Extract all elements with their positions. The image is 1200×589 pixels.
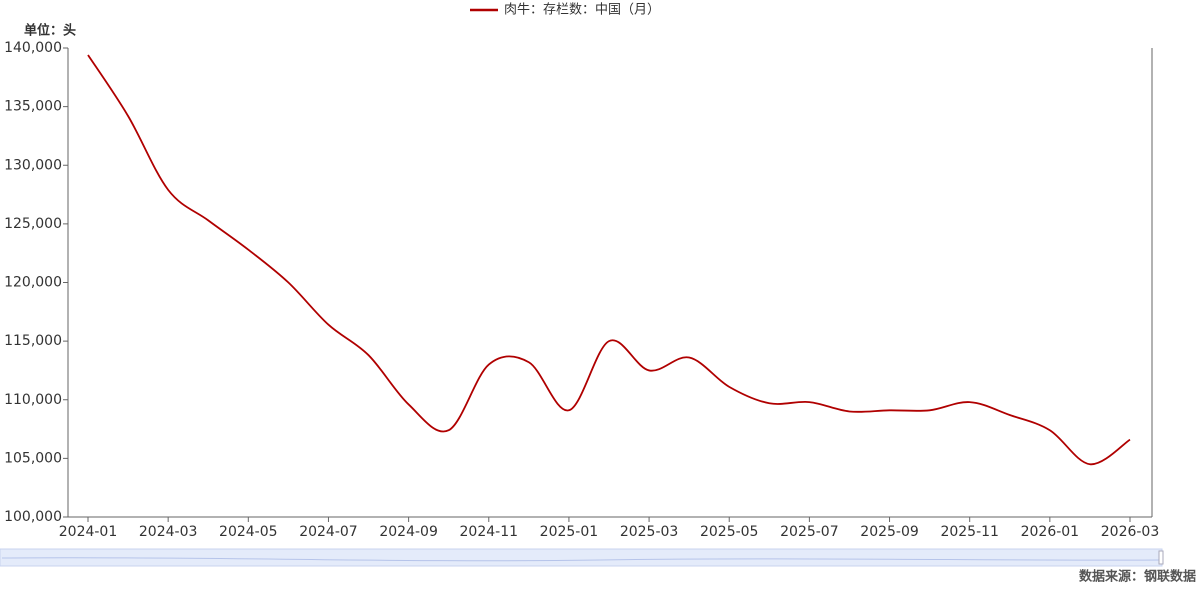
- x-tick-label: 2024-11: [460, 524, 519, 540]
- x-tick-label: 2026-03: [1101, 524, 1160, 540]
- y-tick-label: 130,000: [4, 157, 62, 173]
- zoom-handle[interactable]: [1158, 550, 1164, 565]
- zoom-slider[interactable]: [0, 548, 1163, 567]
- series-line: [87, 54, 1131, 466]
- unit-label: 单位：头: [24, 23, 76, 39]
- x-tick-label: 2025-01: [540, 524, 599, 540]
- y-tick-label: 125,000: [4, 216, 62, 232]
- x-tick-label: 2024-01: [59, 524, 118, 540]
- y-tick-label: 140,000: [4, 40, 62, 56]
- x-tick-label: 2025-03: [620, 524, 679, 540]
- y-tick-label: 100,000: [4, 509, 62, 525]
- y-tick-label: 110,000: [4, 392, 62, 408]
- y-tick-label: 120,000: [4, 275, 62, 291]
- x-tick-label: 2025-09: [860, 524, 919, 540]
- zoom-preview: [1, 557, 1161, 562]
- x-tick-label: 2024-05: [219, 524, 278, 540]
- x-tick-label: 2024-07: [299, 524, 358, 540]
- x-tick-label: 2025-07: [780, 524, 839, 540]
- source-label: 数据来源：钢联数据: [1079, 569, 1196, 585]
- x-tick-label: 2024-03: [139, 524, 198, 540]
- legend-label[interactable]: 肉牛：存栏数：中国（月）: [504, 3, 660, 18]
- x-tick-label: 2026-01: [1021, 524, 1080, 540]
- y-tick-label: 115,000: [4, 333, 62, 349]
- y-tick-label: 105,000: [4, 450, 62, 466]
- x-tick-label: 2025-11: [940, 524, 999, 540]
- x-tick-label: 2025-05: [700, 524, 759, 540]
- x-tick-label: 2024-09: [379, 524, 438, 540]
- y-tick-label: 135,000: [4, 99, 62, 115]
